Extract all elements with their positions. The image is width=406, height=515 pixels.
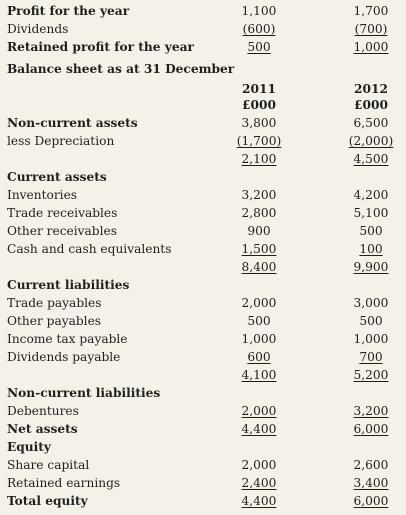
- dividends-row: Dividends (600) (700): [0, 20, 406, 38]
- total-equity-label: Total equity: [7, 494, 88, 508]
- cash-2012: 100: [359, 242, 383, 256]
- other-payables-2012: 500: [359, 314, 383, 328]
- net-assets-2011: 4,400: [241, 422, 277, 436]
- retained-earnings-2012: 3,400: [353, 476, 389, 490]
- noncurrent-liabilities-title: Non-current liabilities: [7, 386, 161, 400]
- retained-2012: 1,000: [353, 40, 389, 54]
- other-payables-label: Other payables: [7, 314, 102, 328]
- depreciation-row: less Depreciation (1,700) (2,000): [0, 132, 406, 150]
- noncurrent-net-2011: 2,100: [241, 152, 277, 166]
- current-assets-total-2011: 8,400: [241, 260, 277, 274]
- total-equity-2012: 6,000: [353, 494, 389, 508]
- noncurrent-assets-row: Non-current assets 3,800 6,500: [0, 114, 406, 132]
- noncurrent-assets-2011: 3,800: [241, 116, 277, 130]
- dividends-payable-2012: 700: [359, 350, 383, 364]
- income-tax-label: Income tax payable: [7, 332, 128, 346]
- total-equity-row: Total equity 4,400 6,000: [0, 492, 406, 510]
- debentures-2011: 2,000: [241, 404, 277, 418]
- noncurrent-assets-label: Non-current assets: [7, 116, 138, 130]
- inventories-label: Inventories: [7, 188, 78, 202]
- current-liabilities-total-2011: 4,100: [241, 368, 277, 382]
- other-payables-2011: 500: [247, 314, 271, 328]
- retained-earnings-label: Retained earnings: [7, 476, 121, 490]
- dividends-payable-2011: 600: [247, 350, 271, 364]
- net-assets-row: Net assets 4,400 6,000: [0, 420, 406, 438]
- net-assets-2012: 6,000: [353, 422, 389, 436]
- net-assets-label: Net assets: [7, 422, 78, 436]
- retained-label: Retained profit for the year: [7, 40, 194, 54]
- equity-title: Equity: [7, 440, 52, 454]
- current-assets-title: Current assets: [7, 170, 107, 184]
- current-liabilities-title-row: Current liabilities: [0, 276, 406, 294]
- depreciation-2012: (2,000): [348, 134, 394, 148]
- unit-2012: £000: [354, 98, 388, 112]
- trade-payables-2011: 2,000: [241, 296, 277, 310]
- current-assets-total-row: 8,400 9,900: [0, 258, 406, 276]
- header-2011: 2011: [242, 82, 276, 96]
- trade-receivables-2011: 2,800: [241, 206, 277, 220]
- equity-title-row: Equity: [0, 438, 406, 456]
- list-item: Income tax payable 1,000 1,000: [0, 330, 406, 348]
- header-2012: 2012: [354, 82, 388, 96]
- debentures-label: Debentures: [7, 404, 79, 418]
- retained-earnings-row: Retained earnings 2,400 3,400: [0, 474, 406, 492]
- other-receivables-2012: 500: [359, 224, 383, 238]
- depreciation-2011: (1,700): [236, 134, 282, 148]
- depreciation-label: less Depreciation: [7, 134, 115, 148]
- cash-2011: 1,500: [241, 242, 277, 256]
- list-item: Other payables 500 500: [0, 312, 406, 330]
- other-receivables-label: Other receivables: [7, 224, 117, 238]
- share-capital-2012: 2,600: [353, 458, 389, 472]
- list-item: Inventories 3,200 4,200: [0, 186, 406, 204]
- trade-payables-label: Trade payables: [7, 296, 102, 310]
- retained-row: Retained profit for the year 500 1,000: [0, 38, 406, 56]
- share-capital-label: Share capital: [7, 458, 90, 472]
- share-capital-2011: 2,000: [241, 458, 277, 472]
- dividends-label: Dividends: [7, 22, 69, 36]
- list-item: Trade payables 2,000 3,000: [0, 294, 406, 312]
- current-liabilities-title: Current liabilities: [7, 278, 130, 292]
- noncurrent-liabilities-title-row: Non-current liabilities: [0, 384, 406, 402]
- balance-title: Balance sheet as at 31 December: [7, 62, 235, 76]
- dividends-payable-label: Dividends payable: [7, 350, 121, 364]
- income-tax-2012: 1,000: [353, 332, 389, 346]
- debentures-2012: 3,200: [353, 404, 389, 418]
- unit-header-row: £000 £000: [0, 96, 406, 114]
- noncurrent-net-row: 2,100 4,500: [0, 150, 406, 168]
- trade-receivables-label: Trade receivables: [7, 206, 118, 220]
- list-item: Dividends payable 600 700: [0, 348, 406, 366]
- other-receivables-2011: 900: [247, 224, 271, 238]
- list-item: Cash and cash equivalents 1,500 100: [0, 240, 406, 258]
- balance-title-row: Balance sheet as at 31 December: [0, 60, 406, 78]
- retained-earnings-2011: 2,400: [241, 476, 277, 490]
- profit-label: Profit for the year: [7, 4, 130, 18]
- total-equity-2011: 4,400: [241, 494, 277, 508]
- current-liabilities-total-row: 4,100 5,200: [0, 366, 406, 384]
- list-item: Trade receivables 2,800 5,100: [0, 204, 406, 222]
- inventories-2012: 4,200: [353, 188, 389, 202]
- profit-2012: 1,700: [353, 4, 389, 18]
- current-assets-total-2012: 9,900: [353, 260, 389, 274]
- dividends-2011: (600): [242, 22, 276, 36]
- unit-2011: £000: [242, 98, 276, 112]
- current-assets-title-row: Current assets: [0, 168, 406, 186]
- cash-label: Cash and cash equivalents: [7, 242, 172, 256]
- debentures-row: Debentures 2,000 3,200: [0, 402, 406, 420]
- trade-receivables-2012: 5,100: [353, 206, 389, 220]
- list-item: Other receivables 900 500: [0, 222, 406, 240]
- trade-payables-2012: 3,000: [353, 296, 389, 310]
- inventories-2011: 3,200: [241, 188, 277, 202]
- share-capital-row: Share capital 2,000 2,600: [0, 456, 406, 474]
- profit-2011: 1,100: [241, 4, 277, 18]
- noncurrent-net-2012: 4,500: [353, 152, 389, 166]
- noncurrent-assets-2012: 6,500: [353, 116, 389, 130]
- year-header-row: 2011 2012: [0, 80, 406, 98]
- profit-row: Profit for the year 1,100 1,700: [0, 2, 406, 20]
- dividends-2012: (700): [354, 22, 388, 36]
- current-liabilities-total-2012: 5,200: [353, 368, 389, 382]
- income-tax-2011: 1,000: [241, 332, 277, 346]
- retained-2011: 500: [247, 40, 271, 54]
